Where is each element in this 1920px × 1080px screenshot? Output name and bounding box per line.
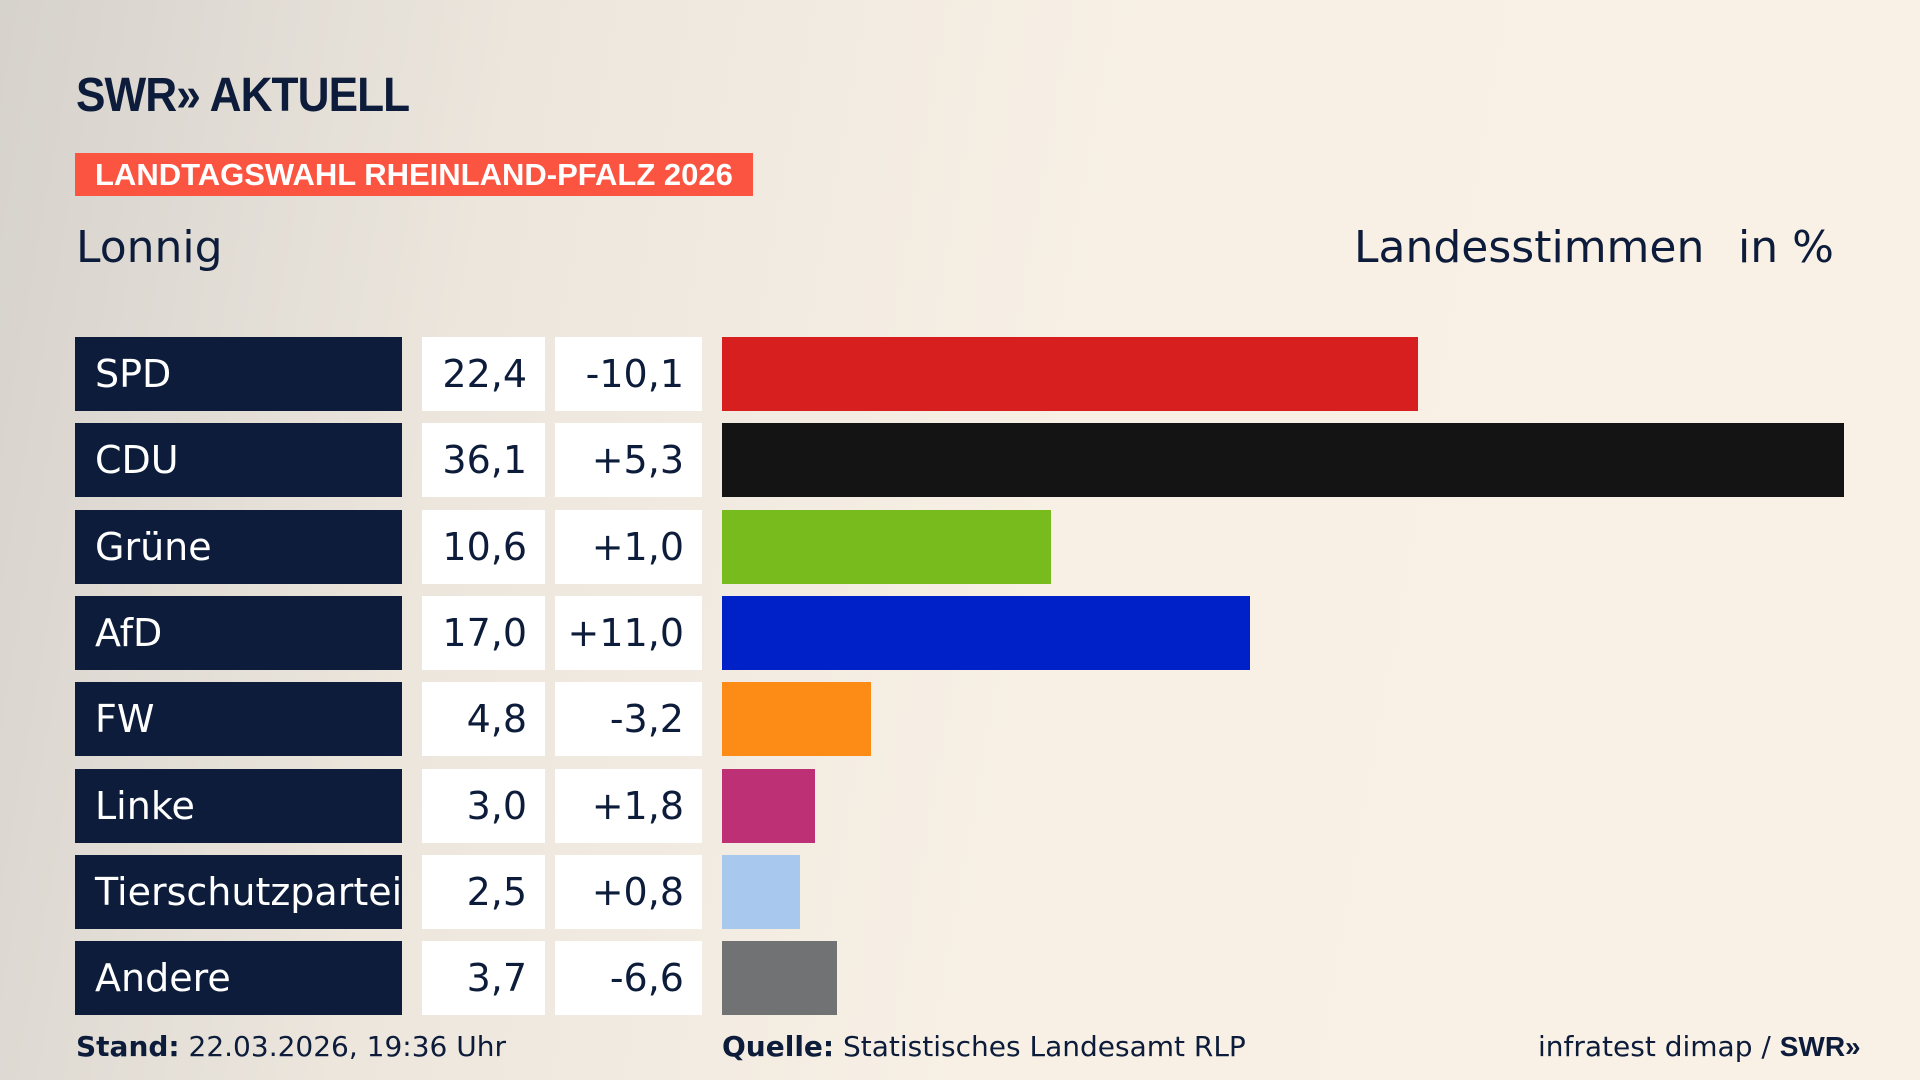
party-name: AfD — [75, 595, 402, 670]
party-name: Linke — [75, 768, 402, 843]
value-label: 36,1 — [422, 423, 545, 498]
stand-label: Stand: — [76, 1030, 180, 1063]
change-label: +1,8 — [555, 768, 702, 843]
swr-logo-small: SWR» — [1779, 1031, 1861, 1062]
party-name: Andere — [75, 941, 402, 1016]
election-banner: LANDTAGSWAHL RHEINLAND-PFALZ 2026 — [75, 153, 753, 196]
change-label: -3,2 — [555, 682, 702, 757]
change-label: +11,0 — [555, 595, 702, 670]
credit-text: infratest dimap / — [1538, 1030, 1780, 1063]
value-label: 2,5 — [422, 854, 545, 929]
stand-value: 22.03.2026, 19:36 Uhr — [188, 1030, 506, 1063]
timestamp: Stand: 22.03.2026, 19:36 Uhr — [76, 1030, 506, 1063]
source: Quelle: Statistisches Landesamt RLP — [722, 1030, 1246, 1063]
source-value: Statistisches Landesamt RLP — [843, 1030, 1246, 1063]
value-label: 22,4 — [422, 337, 545, 411]
swr-aktuell-logo: SWR» AKTUELL — [76, 69, 410, 122]
bar — [722, 768, 816, 843]
party-name: FW — [75, 682, 402, 757]
value-label: 3,0 — [422, 768, 545, 843]
change-label: -10,1 — [555, 337, 702, 411]
bar — [722, 509, 1052, 584]
change-label: +0,8 — [555, 854, 702, 929]
location-title: Lonnig — [76, 222, 223, 273]
bar — [722, 337, 1419, 411]
change-label: +5,3 — [555, 423, 702, 498]
measure-label: Landesstimmen — [1354, 222, 1705, 273]
party-name: SPD — [75, 337, 402, 411]
value-label: 4,8 — [422, 682, 545, 757]
unit-label: in % — [1738, 222, 1834, 273]
bar — [722, 423, 1844, 498]
source-label: Quelle: — [722, 1030, 835, 1063]
value-label: 17,0 — [422, 595, 545, 670]
value-label: 10,6 — [422, 509, 545, 584]
bar — [722, 682, 872, 757]
party-name: Grüne — [75, 509, 402, 584]
change-label: +1,0 — [555, 509, 702, 584]
bar — [722, 854, 800, 929]
bar — [722, 595, 1251, 670]
value-label: 3,7 — [422, 941, 545, 1016]
bar — [722, 941, 837, 1016]
party-name: Tierschutzpartei — [75, 854, 402, 929]
credit: infratest dimap / SWR» — [1538, 1030, 1861, 1063]
change-label: -6,6 — [555, 941, 702, 1016]
party-name: CDU — [75, 423, 402, 498]
